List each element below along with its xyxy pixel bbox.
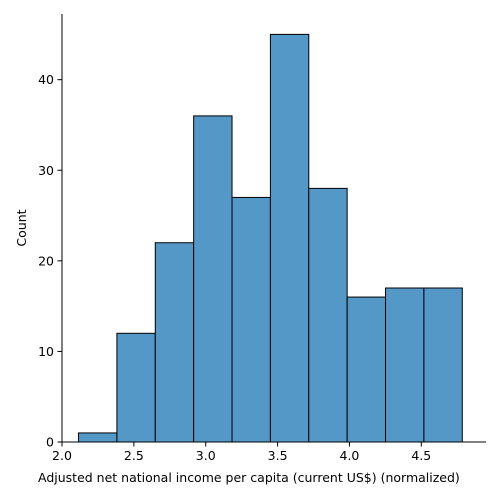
histogram-bar-4 [193,115,233,443]
x-tick-label-5: 4.0 [340,448,360,463]
x-tick-label-4: 3.5 [268,448,288,463]
y-axis-ticks: 0 10 20 30 40 [38,72,62,450]
x-axis-ticks: 2.0 2.5 3.0 3.5 4.0 4.5 [52,442,431,463]
y-tick-label-1: 0 [46,435,54,450]
histogram-bar-6 [269,33,310,443]
histogram-bar-5 [231,196,271,443]
x-tick-label-1: 2.0 [52,448,72,463]
histogram-bar-7 [308,187,348,443]
y-axis-label: Count [14,209,29,246]
y-tick-label-2: 10 [38,344,54,359]
bars-group [78,33,463,443]
y-tick-label-4: 30 [38,163,54,178]
x-tick-label-6: 4.5 [411,448,431,463]
y-tick-label-3: 20 [38,253,54,268]
histogram-bar-2 [116,332,156,443]
histogram-bar-3 [154,242,195,443]
x-axis-label: Adjusted net national income per capita … [38,470,460,485]
histogram-bar-9 [385,287,425,443]
x-tick-label-2: 2.5 [124,448,144,463]
histogram-bar-10 [423,287,463,443]
histogram-bar-8 [346,296,387,443]
x-tick-label-3: 3.0 [196,448,216,463]
histogram-bar-1 [78,432,118,443]
y-tick-label-5: 40 [38,72,54,87]
